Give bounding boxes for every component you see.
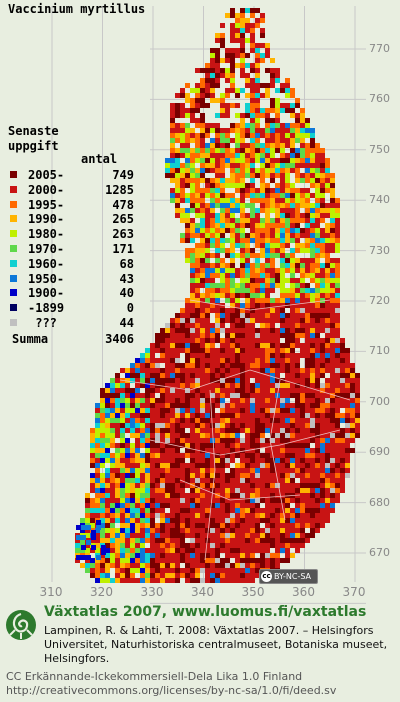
footer-citation: Lampinen, R. & Lahti, T. 2008: Växtatlas… [44, 624, 388, 665]
vaxtatlas-logo-icon [6, 610, 36, 640]
legend-total-count: 3406 [105, 331, 134, 346]
legend-count: 43 [119, 271, 134, 286]
legend-count: 68 [119, 256, 134, 271]
legend-title: Senaste uppgift [8, 124, 59, 154]
occurrence-cells [75, 8, 360, 583]
y-tick-label: 680 [369, 495, 390, 509]
legend-label: 1990- [28, 212, 65, 227]
legend-label: 1970- [28, 242, 65, 256]
y-tick-label: 770 [369, 42, 390, 55]
cc-license-badge[interactable]: cc BY-NC-SA [259, 569, 318, 584]
legend-title-line2: uppgift [8, 139, 59, 153]
legend-label: ??? [28, 316, 57, 330]
footer-license: CC Erkännande-Ickekommersiell-Dela Lika … [6, 670, 398, 698]
legend-label: -1899 [28, 301, 65, 316]
legend-count: 478 [112, 197, 134, 212]
y-tick-label: 760 [369, 92, 390, 106]
legend-swatch [10, 171, 17, 178]
legend-label: 2000- [28, 182, 65, 197]
legend-swatch [10, 185, 17, 193]
cc-icon: cc [261, 571, 272, 582]
y-tick-label: 730 [369, 243, 390, 257]
legend-swatch [10, 289, 17, 297]
y-tick-label: 710 [369, 344, 390, 358]
license-name: CC Erkännande-Ickekommersiell-Dela Lika … [6, 670, 303, 683]
legend-swatch [10, 230, 17, 238]
legend-count: 44 [119, 316, 134, 330]
legend-label: 1900- [28, 286, 65, 301]
legend-swatch [10, 319, 17, 326]
y-tick-label: 720 [369, 294, 390, 307]
legend-swatch [10, 245, 17, 252]
legend-count: 40 [119, 286, 134, 301]
y-tick-label: 740 [369, 193, 390, 207]
legend-label: 1960- [28, 256, 65, 271]
legend-label: 2005- [28, 168, 65, 182]
legend-label: 1995- [28, 197, 65, 212]
cc-badge-text: BY-NC-SA [274, 572, 312, 581]
y-tick-label: 670 [369, 546, 390, 559]
legend-swatch [10, 304, 17, 312]
legend-count: 1285 [105, 182, 134, 197]
legend-count: 265 [112, 212, 134, 227]
legend-swatch [10, 259, 17, 267]
species-title: Vaccinium myrtillus [8, 2, 146, 16]
x-tick-label: 310 [39, 585, 63, 599]
legend-count: 171 [112, 242, 134, 256]
legend-count: 0 [126, 301, 134, 316]
x-tick-label: 320 [90, 585, 113, 599]
legend-total-label: Summa [12, 331, 49, 346]
x-tick-label: 370 [342, 585, 366, 599]
legend-label: 1950- [28, 271, 65, 286]
legend-swatch [10, 274, 17, 282]
y-tick-label: 750 [369, 142, 390, 156]
x-tick-label: 340 [191, 585, 214, 599]
y-tick-label: 700 [369, 394, 390, 408]
license-url[interactable]: http://creativecommons.org/licenses/by-n… [6, 684, 337, 697]
legend-swatch [10, 200, 17, 208]
legend-label: 1980- [28, 227, 65, 242]
legend-title-line1: Senaste [8, 124, 59, 138]
x-tick-label: 350 [241, 585, 265, 599]
x-tick-label: 330 [140, 585, 164, 599]
legend-count: 263 [112, 227, 134, 242]
y-tick-label: 690 [369, 445, 390, 459]
legend-count-header: antal [81, 152, 118, 166]
province-borders [119, 299, 351, 561]
footer-title: Växtatlas 2007, www.luomus.fi/vaxtatlas [44, 604, 367, 620]
x-tick-label: 360 [292, 585, 315, 599]
legend-count: 749 [112, 168, 134, 182]
legend-swatch [10, 215, 17, 223]
